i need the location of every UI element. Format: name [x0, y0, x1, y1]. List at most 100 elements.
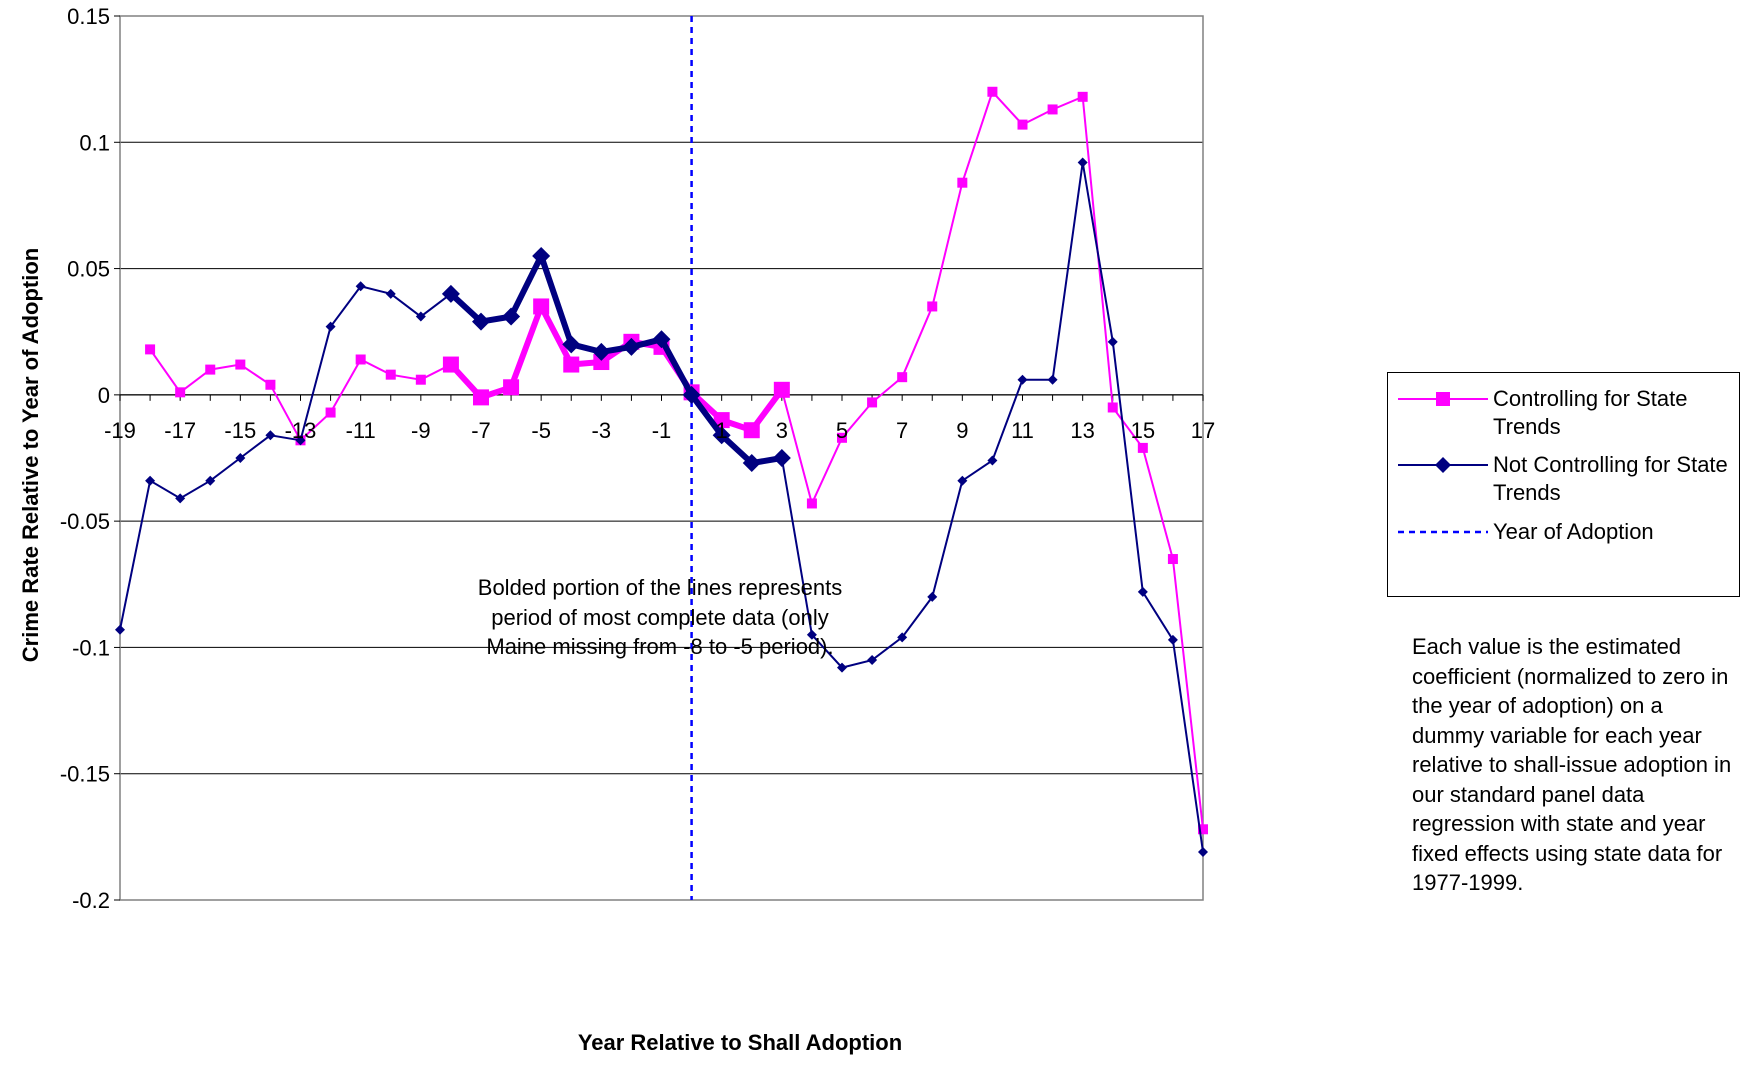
series-line-not-controlling: [119, 162, 1204, 853]
x-tick-label: -13: [285, 418, 317, 443]
data-point-diamond: [295, 435, 306, 446]
y-tick-label: -0.1: [72, 635, 110, 660]
x-tick-label: -3: [592, 418, 612, 443]
x-tick-label: 1: [716, 418, 728, 443]
y-axis-title-container: Crime Rate Relative to Year of Adoption: [8, 0, 48, 1062]
data-point-diamond: [355, 281, 366, 292]
x-tick-label: -19: [104, 418, 136, 443]
data-point-diamond: [592, 342, 611, 361]
y-tick-label: 0.1: [79, 130, 110, 155]
data-point-diamond: [415, 311, 426, 322]
data-point-square: [927, 301, 938, 312]
series-lines: [115, 16, 1208, 900]
data-point-diamond: [205, 475, 216, 486]
data-point-square: [743, 422, 760, 439]
data-point-square: [415, 374, 426, 385]
data-point-square: [1137, 442, 1148, 453]
data-point-diamond: [712, 426, 731, 445]
data-point-diamond: [472, 312, 490, 331]
legend-swatch-magenta-square: [1398, 392, 1488, 406]
x-tick-label: -1: [652, 418, 672, 443]
x-tick-label: 3: [776, 418, 788, 443]
y-tick-label: 0.05: [67, 257, 110, 282]
data-point-diamond: [265, 430, 276, 441]
x-tick-label: 9: [956, 418, 968, 443]
x-tick-label: -9: [411, 418, 431, 443]
data-point-square: [235, 359, 246, 370]
data-point-square: [1047, 104, 1058, 115]
data-point-diamond: [115, 624, 125, 635]
data-point-square: [265, 379, 276, 390]
x-tick-label: -15: [224, 418, 256, 443]
data-point-diamond: [806, 629, 817, 640]
legend-swatch-blue-dashed: [1398, 530, 1488, 534]
data-point-square: [806, 498, 817, 509]
data-point-square: [533, 298, 550, 315]
data-point-diamond: [325, 321, 336, 332]
data-point-diamond: [1198, 847, 1208, 858]
data-point-diamond: [772, 449, 791, 467]
data-point-square: [1198, 824, 1208, 835]
legend-label-not-controlling: Not Controlling for State Trends: [1493, 452, 1728, 505]
legend-label-controlling: Controlling for State Trends: [1493, 386, 1688, 439]
data-point-square: [442, 356, 459, 373]
x-axis-title: Year Relative to Shall Adoption: [577, 1030, 903, 1055]
chart-annotation: Bolded portion of the lines represents p…: [477, 575, 843, 659]
data-point-square: [593, 354, 610, 371]
x-tick-label: 17: [1191, 418, 1215, 443]
data-point-square: [473, 389, 489, 406]
data-point-diamond: [987, 455, 998, 466]
data-point-square: [205, 364, 216, 375]
data-point-diamond: [145, 475, 156, 486]
data-point-diamond: [957, 475, 968, 486]
data-point-square: [563, 356, 580, 373]
y-axis-title: Crime Rate Relative to Year of Adoption: [18, 248, 43, 662]
legend: Controlling for State Trends Not Control…: [1387, 372, 1740, 597]
data-point-diamond: [1077, 157, 1088, 168]
data-point-square: [1107, 402, 1118, 413]
x-tick-label: -11: [346, 418, 376, 443]
data-point-diamond: [867, 655, 878, 666]
data-point-diamond: [532, 246, 551, 265]
data-point-square: [145, 344, 156, 355]
x-tick-label: 5: [836, 418, 848, 443]
data-point-diamond: [502, 307, 521, 326]
legend-swatch-navy-diamond: [1398, 457, 1488, 473]
x-tick-label: -5: [531, 418, 551, 443]
x-tick-label: 15: [1131, 418, 1155, 443]
x-tick-label: -7: [471, 418, 491, 443]
data-point-diamond: [1167, 634, 1178, 645]
series-line-controlling: [149, 89, 1204, 830]
data-point-square: [325, 407, 336, 418]
data-point-square: [867, 397, 878, 408]
tick-labels: 0.150.10.050-0.05-0.1-0.15-0.2-19 -17 -15-…: [60, 4, 1215, 913]
legend-label-year-of-adoption: Year of Adoption: [1493, 519, 1654, 544]
data-point-square: [385, 369, 396, 380]
data-point-square: [837, 432, 847, 443]
y-tick-label: -0.2: [72, 888, 110, 913]
data-point-diamond: [1047, 374, 1058, 385]
data-point-square: [713, 412, 730, 429]
chart-note: Each value is the estimated coefficient …: [1412, 634, 1732, 895]
x-tick-label: 7: [896, 418, 908, 443]
data-point-diamond: [682, 385, 701, 404]
data-point-square: [503, 379, 520, 396]
data-point-square: [957, 177, 968, 188]
x-tick-label: -17: [164, 418, 196, 443]
data-point-square: [897, 372, 908, 383]
data-point-square: [1077, 91, 1088, 102]
y-tick-label: -0.05: [60, 509, 110, 534]
data-point-diamond: [441, 284, 460, 303]
data-point-diamond: [927, 591, 938, 602]
data-point-diamond: [1017, 374, 1028, 385]
plot-area: [119, 15, 1204, 901]
data-point-diamond: [1137, 586, 1148, 597]
data-point-square: [1017, 119, 1028, 130]
data-point-diamond: [1107, 336, 1118, 347]
x-tick-label: 13: [1070, 418, 1094, 443]
data-point-diamond: [235, 453, 246, 463]
data-point-diamond: [175, 493, 186, 504]
series-line-bold-not-controlling: [448, 252, 783, 467]
data-point-square: [1167, 554, 1178, 565]
data-point-diamond: [652, 330, 671, 349]
